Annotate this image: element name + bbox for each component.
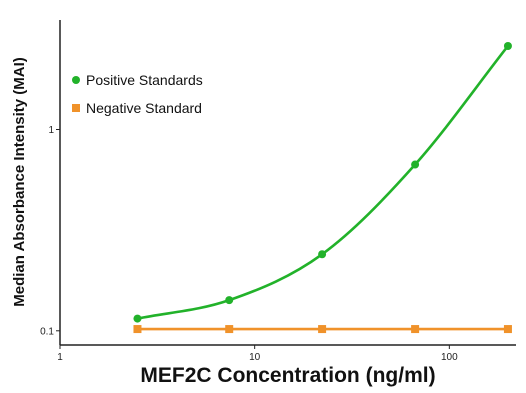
legend-marker — [72, 104, 80, 112]
legend: Positive Standards Negative Standard — [72, 72, 203, 116]
y-tick-label: 0.1 — [40, 326, 54, 337]
series-line-positive-standards — [137, 45, 509, 320]
axis-ticks: 1 10 100 0.1 1 — [40, 125, 458, 363]
x-tick-label: 1 — [57, 352, 63, 363]
data-point-negative-standard — [411, 325, 420, 334]
series-layer — [133, 41, 512, 334]
data-point-negative-standard — [225, 325, 234, 334]
x-tick-label: 10 — [249, 352, 261, 363]
y-axis-title: Median Absorbance Intensity (MAI) — [11, 57, 28, 306]
legend-label: Negative Standard — [86, 100, 202, 116]
legend-label: Positive Standards — [86, 72, 203, 88]
y-tick-label: 1 — [48, 125, 54, 136]
data-point-negative-standard — [503, 325, 512, 334]
legend-item-positive-standards: Positive Standards — [72, 72, 203, 88]
data-point-positive-standards — [133, 314, 142, 323]
series-negative-standard — [133, 325, 512, 334]
legend-item-negative-standard: Negative Standard — [72, 100, 202, 116]
axes — [59, 20, 516, 346]
x-axis-title: MEF2C Concentration (ng/ml) — [140, 364, 435, 387]
series-positive-standards — [133, 41, 512, 323]
data-point-positive-standards — [225, 296, 234, 305]
data-point-positive-standards — [503, 41, 512, 50]
legend-marker — [72, 76, 80, 84]
data-point-negative-standard — [133, 325, 142, 334]
data-point-negative-standard — [318, 325, 327, 334]
x-tick-label: 100 — [441, 352, 458, 363]
data-point-positive-standards — [318, 250, 327, 259]
data-point-positive-standards — [411, 160, 420, 169]
